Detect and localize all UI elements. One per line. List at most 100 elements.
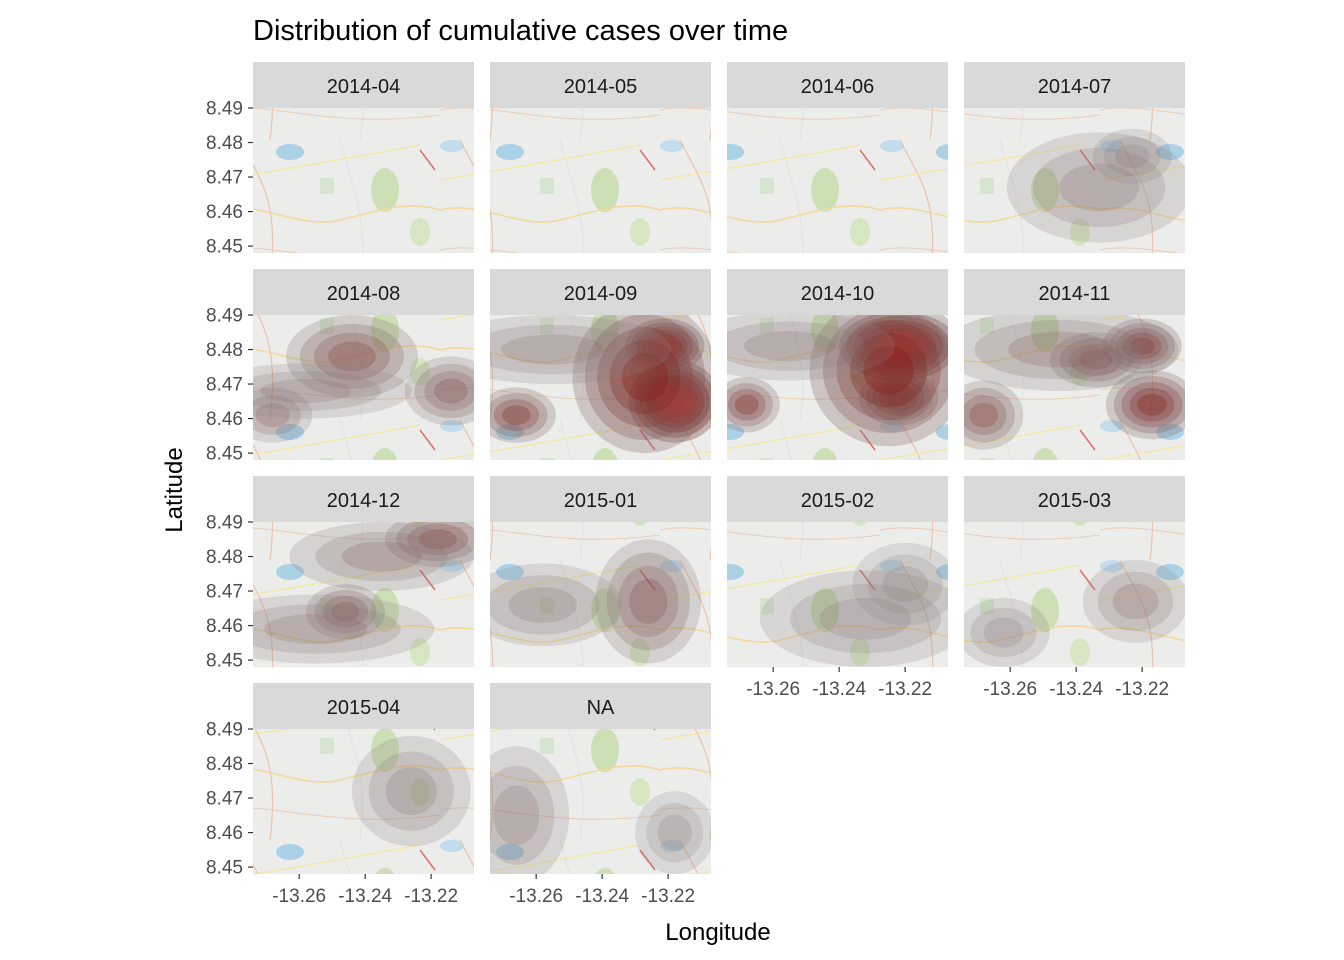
x-axis: -13.26 -13.24 -13.22 — [746, 667, 932, 700]
facet-label: NA — [587, 697, 615, 719]
y-tick-label: 8.48 — [206, 754, 243, 775]
facet-panel: 2014-05 — [490, 62, 711, 253]
facet-panel: 2014-04 — [253, 62, 474, 253]
density-hotspot — [404, 356, 474, 426]
density-hotspot — [727, 377, 780, 433]
density-hotspot — [964, 315, 1179, 391]
density-hotspot — [595, 539, 702, 664]
x-tick-label: -13.26 — [983, 679, 1037, 700]
x-axis: -13.26 -13.24 -13.22 — [983, 667, 1169, 700]
x-tick-label: -13.24 — [338, 886, 392, 907]
facet-label: 2014-04 — [327, 76, 400, 98]
density-hotspot — [1049, 332, 1143, 388]
density-hotspot — [1082, 560, 1185, 643]
basemap — [490, 108, 711, 253]
x-tick-label: -13.26 — [509, 886, 563, 907]
density-hotspot — [858, 370, 939, 426]
facet-strip — [964, 62, 1185, 108]
density-hotspot — [625, 318, 705, 374]
facet-strip — [490, 269, 711, 315]
facet-label: 2015-02 — [801, 490, 874, 512]
facet-strip — [490, 683, 711, 729]
y-tick-label: 8.46 — [206, 409, 243, 430]
facet-panel: 2015-02 — [727, 476, 948, 667]
basemap — [964, 315, 1185, 460]
basemap — [253, 108, 474, 253]
x-tick-label: -13.26 — [746, 679, 800, 700]
density-hotspot — [1102, 318, 1182, 374]
y-tick-label: 8.48 — [206, 340, 243, 361]
facet-panel: 2014-09 — [490, 269, 711, 460]
facet-strip — [253, 62, 474, 108]
y-tick-label: 8.49 — [206, 513, 243, 534]
y-tick-label: 8.48 — [206, 547, 243, 568]
facet-label: 2015-04 — [327, 697, 400, 719]
facet-label: 2014-09 — [564, 283, 637, 305]
y-axis: 8.45 8.46 8.47 8.48 8.49 — [206, 720, 253, 879]
density-hotspot — [809, 315, 948, 447]
basemap — [490, 522, 711, 667]
facet-label: 2015-03 — [1038, 490, 1111, 512]
y-tick-label: 8.48 — [206, 133, 243, 154]
facet-panel: 2014-12 — [253, 476, 474, 667]
density-hotspot — [285, 315, 418, 398]
x-tick-label: -13.26 — [272, 886, 326, 907]
facet-strip — [253, 269, 474, 315]
x-tick-label: -13.22 — [1115, 679, 1169, 700]
facet-strip — [964, 269, 1185, 315]
facet-panel: 2014-06 — [727, 62, 948, 253]
density-hotspot — [572, 315, 711, 454]
basemap — [253, 315, 474, 460]
y-tick-label: 8.47 — [206, 375, 243, 396]
density-hotspot — [964, 597, 1050, 667]
facet-strip — [727, 476, 948, 522]
density-hotspot — [490, 746, 570, 874]
y-axis: 8.45 8.46 8.47 8.48 8.49 — [206, 99, 253, 258]
density-hotspot — [253, 363, 412, 419]
basemap — [253, 522, 474, 667]
density-hotspot — [305, 584, 385, 640]
facet-strip — [727, 62, 948, 108]
y-tick-label: 8.46 — [206, 616, 243, 637]
density-hotspot — [289, 522, 474, 592]
x-tick-label: -13.24 — [1049, 679, 1103, 700]
y-tick-label: 8.47 — [206, 582, 243, 603]
y-tick-label: 8.45 — [206, 858, 243, 879]
facet-strip — [490, 476, 711, 522]
density-hotspot — [1006, 132, 1185, 243]
basemap — [490, 315, 711, 460]
y-axis: 8.45 8.46 8.47 8.48 8.49 — [206, 306, 253, 465]
facet-label: 2015-01 — [564, 490, 637, 512]
facet-panel: 2014-10 — [727, 269, 948, 460]
y-tick-label: 8.49 — [206, 720, 243, 741]
facet-panel: 2015-03 — [964, 476, 1185, 667]
density-hotspot — [490, 315, 672, 385]
facet-panel: 2014-07 — [964, 62, 1185, 253]
basemap — [490, 729, 711, 874]
density-hotspot — [384, 522, 474, 567]
density-hotspot — [727, 315, 896, 381]
density-hotspot — [490, 387, 556, 443]
basemap — [964, 522, 1185, 667]
basemap — [727, 522, 948, 667]
y-tick-label: 8.49 — [206, 99, 243, 120]
density-hotspot — [839, 315, 948, 381]
y-axis-title: Latitude — [161, 447, 188, 532]
x-tick-label: -13.24 — [812, 679, 866, 700]
facet-strip — [727, 269, 948, 315]
y-tick-label: 8.47 — [206, 789, 243, 810]
facet-panel: 2015-04 — [253, 683, 474, 874]
density-hotspot — [1092, 128, 1172, 184]
density-hotspot — [628, 359, 711, 443]
y-tick-label: 8.49 — [206, 306, 243, 327]
x-tick-label: -13.24 — [575, 886, 629, 907]
facet-label: 2014-05 — [564, 76, 637, 98]
x-tick-label: -13.22 — [878, 679, 932, 700]
density-hotspot — [759, 570, 948, 667]
facet-strip — [253, 683, 474, 729]
y-axes: 8.45 8.46 8.47 8.48 8.49 8.45 8.46 8.47 8.48 8.49… — [206, 99, 253, 879]
facet-panel: 2015-01 — [490, 476, 711, 667]
facet-label: 2014-10 — [801, 283, 874, 305]
y-tick-label: 8.47 — [206, 168, 243, 189]
x-axis: -13.26 -13.24 -13.22 — [272, 874, 458, 907]
